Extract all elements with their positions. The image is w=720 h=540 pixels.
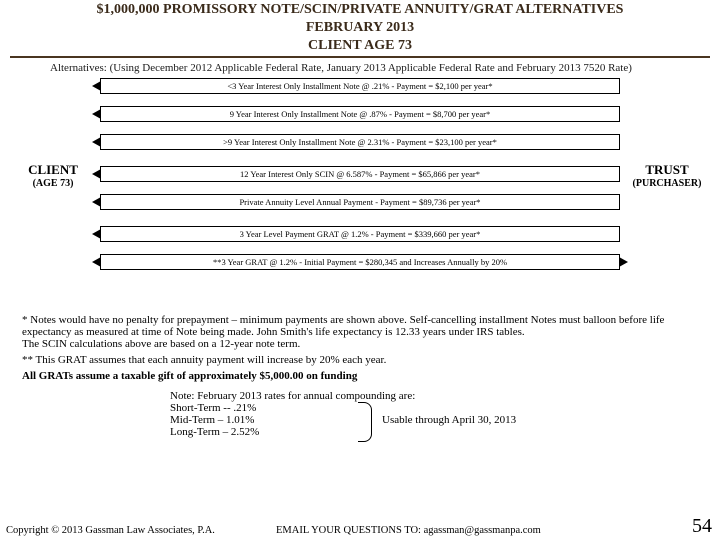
title-line-2: FEBRUARY 2013	[0, 18, 720, 36]
footnotes: * Notes would have no penalty for prepay…	[0, 308, 720, 388]
alternative-band-3: 12 Year Interest Only SCIN @ 6.587% - Pa…	[100, 166, 620, 182]
intro-text: Alternatives: (Using December 2012 Appli…	[0, 62, 720, 78]
alternative-band-0: <3 Year Interest Only Installment Note @…	[100, 78, 620, 94]
alternative-band-4: Private Annuity Level Annual Payment - P…	[100, 194, 620, 210]
rate-long: Long-Term – 2.52%	[170, 426, 698, 438]
alternative-band-1: 9 Year Interest Only Installment Note @ …	[100, 106, 620, 122]
email-line: EMAIL YOUR QUESTIONS TO: agassman@gassma…	[276, 525, 541, 536]
page-number: 54	[692, 515, 712, 538]
title-line-1: $1,000,000 PROMISSORY NOTE/SCIN/PRIVATE …	[0, 0, 720, 18]
bracket-icon	[358, 402, 372, 442]
trust-role: (PURCHASER)	[622, 178, 712, 189]
copyright: Copyright © 2013 Gassman Law Associates,…	[6, 525, 215, 536]
rates-heading: Note: February 2013 rates for annual com…	[170, 390, 698, 402]
alternatives-diagram: CLIENT (AGE 73) TRUST (PURCHASER) <3 Yea…	[8, 78, 712, 308]
usable-through: Usable through April 30, 2013	[382, 414, 516, 426]
note-1: * Notes would have no penalty for prepay…	[22, 314, 690, 350]
footer: Copyright © 2013 Gassman Law Associates,…	[6, 525, 714, 536]
trust-box: TRUST (PURCHASER)	[622, 162, 712, 189]
alternative-band-6: **3 Year GRAT @ 1.2% - Initial Payment =…	[100, 254, 620, 270]
title-line-3: CLIENT AGE 73	[0, 36, 720, 54]
client-name: CLIENT	[8, 162, 98, 178]
title-rule	[10, 56, 710, 58]
client-box: CLIENT (AGE 73)	[8, 162, 98, 189]
rates-block: Note: February 2013 rates for annual com…	[0, 388, 720, 438]
client-age: (AGE 73)	[8, 178, 98, 189]
rate-short: Short-Term -- .21%	[170, 402, 698, 414]
note-2: ** This GRAT assumes that each annuity p…	[22, 354, 690, 366]
trust-name: TRUST	[622, 162, 712, 178]
note-3: All GRATs assume a taxable gift of appro…	[22, 370, 690, 382]
alternative-band-2: >9 Year Interest Only Installment Note @…	[100, 134, 620, 150]
alternative-band-5: 3 Year Level Payment GRAT @ 1.2% - Payme…	[100, 226, 620, 242]
